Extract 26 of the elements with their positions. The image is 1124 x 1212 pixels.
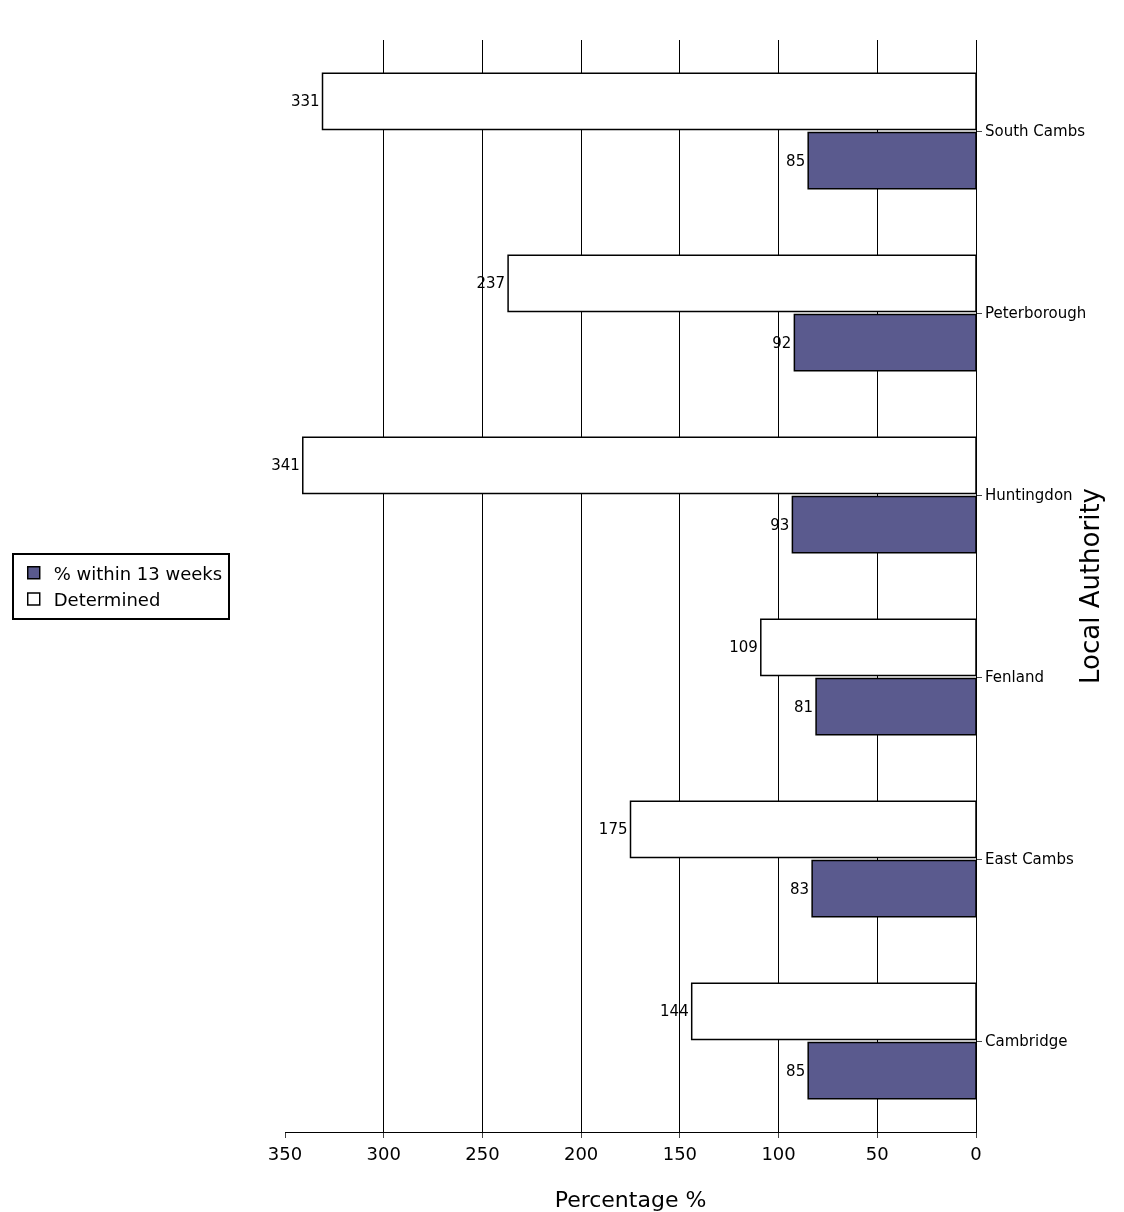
x-tick-label: 0 bbox=[970, 1142, 982, 1164]
y-axis-title: Local Authority bbox=[1074, 488, 1105, 684]
data-label: 81 bbox=[793, 697, 814, 716]
x-axis-title: Percentage % bbox=[554, 1187, 707, 1212]
x-tick-label: 200 bbox=[563, 1142, 599, 1164]
legend-label: Determined bbox=[53, 589, 161, 611]
data-label: 85 bbox=[786, 1061, 806, 1080]
x-tick-label: 150 bbox=[662, 1142, 698, 1164]
data-label: 341 bbox=[271, 456, 300, 475]
data-label: 175 bbox=[598, 820, 628, 839]
x-tick-label: 100 bbox=[761, 1142, 796, 1164]
y-tick-label: South Cambs bbox=[985, 122, 1086, 141]
x-tick-label: 250 bbox=[465, 1142, 500, 1164]
y-tick-label: Cambridge bbox=[985, 1032, 1068, 1051]
data-label: 83 bbox=[790, 879, 810, 898]
x-tick-label: 350 bbox=[267, 1142, 303, 1164]
y-tick-label: Peterborough bbox=[985, 304, 1087, 323]
data-label: 109 bbox=[729, 638, 758, 657]
y-tick-label: East Cambs bbox=[985, 850, 1074, 869]
legend-label: % within 13 weeks bbox=[53, 562, 223, 584]
data-label: 85 bbox=[786, 151, 806, 170]
x-tick-label: 300 bbox=[366, 1142, 401, 1164]
x-tick-label: 50 bbox=[865, 1142, 889, 1164]
data-label: 331 bbox=[290, 92, 320, 111]
y-tick-label: Huntingdon bbox=[985, 486, 1073, 505]
y-tick-label: Fenland bbox=[985, 668, 1044, 687]
